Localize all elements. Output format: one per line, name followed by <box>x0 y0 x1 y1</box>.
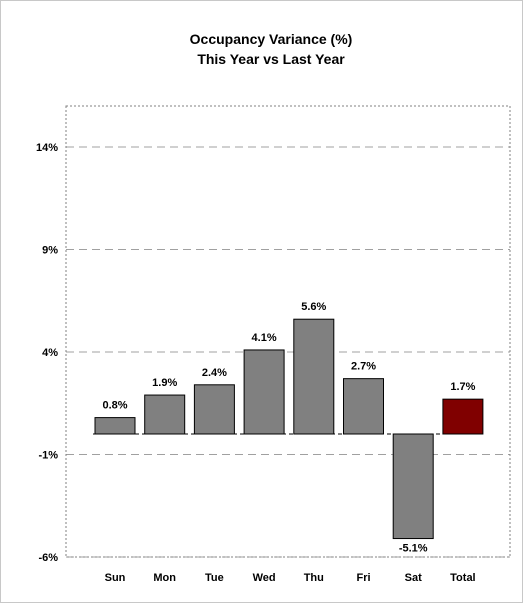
x-tick-label: Sat <box>405 572 422 584</box>
x-tick-label: Thu <box>304 572 324 584</box>
bar-sun <box>94 417 136 435</box>
x-tick-label: Fri <box>356 572 370 584</box>
x-tick-label: Sun <box>105 572 126 584</box>
bar-total <box>442 398 484 435</box>
chart-subtitle: This Year vs Last Year <box>197 51 345 67</box>
y-axis-ticks: -6% -1% 4% 9% 14% <box>36 142 58 564</box>
y-tick-label: -6% <box>38 552 58 564</box>
y-tick-label: 14% <box>36 142 58 154</box>
chart-title: Occupancy Variance (%) <box>190 31 353 47</box>
bar-thu <box>293 318 335 435</box>
y-tick-label: 9% <box>42 245 58 257</box>
plot-area-border <box>65 105 511 558</box>
bars <box>94 318 484 540</box>
x-tick-label: Mon <box>153 572 176 584</box>
bar-wed <box>243 349 285 435</box>
bar-fri <box>343 378 384 435</box>
data-label: 1.7% <box>450 381 475 393</box>
y-tick-label: -1% <box>38 450 58 462</box>
bar-mon <box>144 394 186 435</box>
data-label: 5.6% <box>301 301 326 313</box>
bar-tue <box>193 384 235 435</box>
x-axis-labels: Sun Mon Tue Wed Thu Fri Sat Total <box>105 572 476 584</box>
data-label: 4.1% <box>252 332 277 344</box>
gridlines <box>66 146 510 558</box>
x-tick-label: Total <box>450 572 475 584</box>
y-tick-label: 4% <box>42 347 58 359</box>
data-labels: 0.8% 1.9% 2.4% 4.1% 5.6% 2.7% -5.1% 1.7% <box>102 301 475 554</box>
bar-sat <box>392 433 434 540</box>
x-tick-label: Tue <box>205 572 224 584</box>
data-label: 2.7% <box>351 361 376 373</box>
data-label: -5.1% <box>399 543 428 555</box>
data-label: 1.9% <box>152 377 177 389</box>
data-label: 0.8% <box>102 400 127 412</box>
x-tick-label: Wed <box>253 572 276 584</box>
data-label: 2.4% <box>202 367 227 379</box>
